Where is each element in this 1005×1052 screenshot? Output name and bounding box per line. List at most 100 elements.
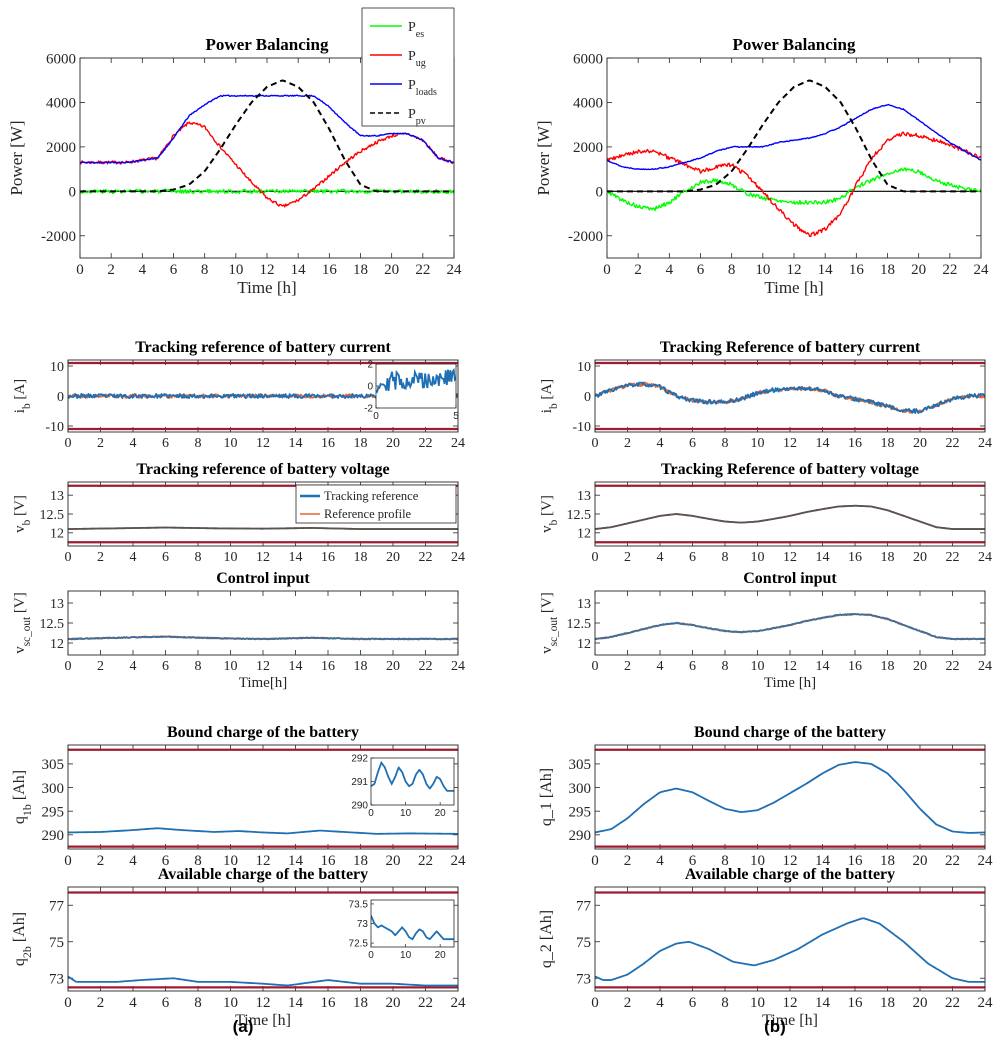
x-tick-label: 8 (722, 436, 729, 451)
x-tick-label: 12 (256, 659, 270, 674)
x-tick-label: 6 (162, 995, 170, 1011)
plot-marks (68, 891, 458, 989)
axes-frame (67, 886, 459, 992)
series-line (595, 613, 985, 641)
y-tick-label: 295 (42, 804, 65, 820)
x-tick-label: 24 (451, 659, 465, 674)
axes-frame (594, 359, 986, 433)
x-tick-label: 14 (816, 659, 830, 674)
x-tick-label: 12 (256, 853, 271, 869)
axes-frame (67, 590, 459, 656)
x-tick-label: 0 (591, 995, 599, 1011)
x-tick-label: 2 (97, 550, 104, 565)
y-tick-label: 2000 (573, 140, 603, 156)
inset-y-tick-label: 73 (357, 919, 369, 930)
y-tick-label: 13 (50, 489, 64, 504)
y-tick-label: 13 (577, 597, 591, 612)
x-tick-label: 4 (657, 659, 664, 674)
x-axis-label: Time[h] (239, 675, 288, 691)
x-tick-label: 4 (656, 995, 664, 1011)
y-axis-label: q1b [Ah] (11, 770, 34, 824)
x-tick-label: 8 (722, 550, 729, 565)
x-tick-label: 12 (783, 550, 797, 565)
x-tick-label: 18 (354, 659, 368, 674)
x-tick-label: 18 (881, 550, 895, 565)
x-tick-label: 6 (689, 853, 697, 869)
inset-y-tick-label: 72.5 (349, 939, 369, 950)
x-tick-label: 22 (946, 436, 960, 451)
x-tick-label: 20 (913, 995, 928, 1011)
x-tick-label: 8 (194, 853, 202, 869)
plot-marks (595, 748, 985, 848)
y-axis-label: vsc_out [V] (539, 592, 560, 653)
y-axis-label: q_2 [Ah] (538, 910, 555, 968)
y-tick-label: 6000 (573, 51, 603, 67)
x-tick-label: 0 (592, 659, 599, 674)
caption-b: (b) (764, 1017, 786, 1036)
x-tick-label: 16 (849, 262, 865, 278)
x-tick-label: 2 (97, 995, 105, 1011)
y-tick-label: -2000 (568, 229, 603, 245)
x-tick-label: 2 (624, 436, 631, 451)
x-tick-label: 14 (815, 853, 831, 869)
inset-x-tick-label: 20 (435, 950, 447, 961)
x-tick-label: 14 (289, 436, 303, 451)
y-tick-label: 12.5 (567, 617, 592, 632)
x-tick-label: 8 (195, 550, 202, 565)
y-axis-label: vb [V] (539, 495, 560, 533)
x-tick-label: 22 (946, 659, 960, 674)
x-tick-label: 20 (913, 550, 927, 565)
x-tick-label: 24 (978, 995, 994, 1011)
chart-title: Bound charge of the battery (694, 724, 886, 741)
x-tick-label: 16 (848, 659, 862, 674)
series-line (595, 504, 985, 530)
x-tick-label: 20 (386, 995, 401, 1011)
x-tick-label: 6 (162, 436, 169, 451)
x-tick-label: 0 (64, 995, 72, 1011)
x-tick-label: 12 (256, 436, 270, 451)
y-axis-label: vb [V] (12, 495, 33, 533)
x-tick-label: 24 (451, 853, 467, 869)
y-tick-label: 13 (577, 489, 591, 504)
x-tick-label: 6 (689, 436, 696, 451)
y-tick-label: 75 (49, 935, 64, 951)
inset-series-line (371, 760, 454, 792)
plot-marks (595, 361, 985, 431)
x-tick-label: 12 (783, 436, 797, 451)
x-tick-label: 6 (170, 262, 178, 278)
x-tick-label: 14 (288, 853, 304, 869)
inset-y-tick-label: 290 (351, 801, 368, 812)
series-line (595, 917, 985, 983)
x-tick-label: 24 (447, 262, 463, 278)
y-axis-label: q_1 [Ah] (538, 768, 555, 826)
x-axis-label: Time [h] (764, 278, 823, 297)
x-tick-label: 0 (65, 436, 72, 451)
x-tick-label: 18 (354, 436, 368, 451)
x-tick-label: 20 (911, 262, 926, 278)
x-tick-label: 8 (722, 659, 729, 674)
x-tick-label: 4 (139, 262, 147, 278)
plot-area (595, 887, 985, 991)
x-tick-label: 6 (689, 550, 696, 565)
axes-frame (79, 57, 455, 259)
series-line (607, 131, 981, 238)
plot-marks (595, 891, 985, 989)
y-tick-label: 0 (596, 185, 604, 201)
y-tick-label: 6000 (46, 51, 76, 67)
x-tick-label: 2 (624, 550, 631, 565)
inset-x-tick-label: 0 (368, 950, 374, 961)
inset-chart: 0 10 20 72.5 73 73.5 (349, 899, 455, 961)
legend-label: Tracking reference (324, 489, 419, 503)
x-tick-label: 8 (721, 853, 729, 869)
y-tick-label: 12 (577, 637, 591, 652)
x-tick-label: 10 (224, 550, 238, 565)
legend: Tracking reference Reference profile (295, 484, 457, 524)
y-tick-label: 10 (577, 360, 591, 375)
y-tick-label: -10 (45, 420, 64, 435)
x-tick-label: 20 (384, 262, 399, 278)
